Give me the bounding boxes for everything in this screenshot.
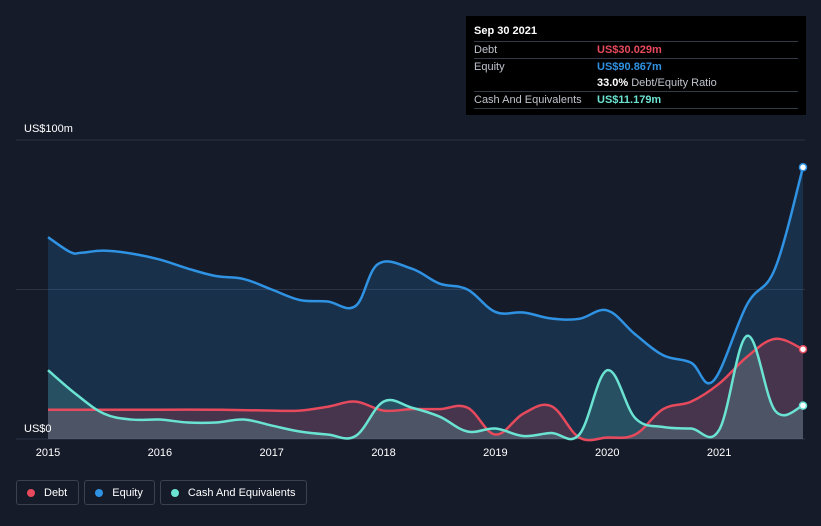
series-end-markers bbox=[798, 163, 808, 410]
x-tick-label-2018: 2018 bbox=[371, 447, 395, 459]
y-min-label: US$0 bbox=[24, 423, 52, 435]
equity-dot-icon bbox=[95, 488, 104, 497]
legend-item-equity[interactable]: Equity bbox=[84, 480, 155, 505]
grid-layer bbox=[16, 139, 805, 440]
data-tooltip: Sep 30 2021 Debt US$30.029m Equity US$90… bbox=[466, 16, 806, 115]
legend-debt-label: Debt bbox=[44, 486, 68, 499]
tooltip-cash-value: US$11.179m bbox=[597, 94, 662, 106]
chart-legend: Debt Equity Cash And Equivalents bbox=[16, 480, 308, 507]
area-equity bbox=[48, 167, 803, 439]
line-equity bbox=[47, 166, 805, 385]
x-axis: 2015 2016 2017 2018 2019 2020 2021 bbox=[36, 447, 732, 459]
cash-dot-icon bbox=[170, 488, 179, 497]
legend-item-cash[interactable]: Cash And Equivalents bbox=[159, 480, 308, 505]
x-tick-label-2015: 2015 bbox=[36, 447, 60, 459]
x-tick-label-2019: 2019 bbox=[483, 447, 507, 459]
tooltip-debt-value: US$30.029m bbox=[597, 44, 662, 56]
series-lines bbox=[47, 166, 805, 442]
tooltip-row-cash: Cash And Equivalents US$11.179m bbox=[474, 91, 798, 109]
tooltip-cash-label: Cash And Equivalents bbox=[474, 94, 582, 106]
x-tick-label-2016: 2016 bbox=[148, 447, 172, 459]
tooltip-date: Sep 30 2021 bbox=[474, 25, 537, 37]
area-debt bbox=[48, 338, 803, 441]
tooltip-row-debt: Debt US$30.029m bbox=[474, 41, 798, 58]
tooltip-row-ratio: 33.0% Debt/Equity Ratio bbox=[474, 75, 798, 91]
legend-cash-label: Cash And Equivalents bbox=[187, 486, 296, 499]
x-tick-label-2020: 2020 bbox=[595, 447, 619, 459]
tooltip-equity-label: Equity bbox=[474, 61, 505, 73]
debt-dot-icon bbox=[27, 488, 35, 497]
line-debt bbox=[48, 337, 804, 442]
tooltip-row-equity: Equity US$90.867m bbox=[474, 58, 798, 75]
legend-item-debt[interactable]: Debt bbox=[16, 480, 80, 505]
end-marker-debt bbox=[798, 344, 808, 354]
end-marker-equity bbox=[798, 163, 808, 172]
tooltip-ratio-label: Debt/Equity Ratio bbox=[631, 77, 717, 89]
y-max-label: US$100m bbox=[24, 123, 73, 135]
tooltip-equity-value: US$90.867m bbox=[597, 61, 662, 73]
tooltip-debt-label: Debt bbox=[474, 44, 498, 56]
x-tick-label-2017: 2017 bbox=[259, 447, 283, 459]
x-tick-label-2021: 2021 bbox=[707, 447, 731, 459]
legend-equity-label: Equity bbox=[112, 486, 143, 499]
area-cash-and-equivalents bbox=[48, 335, 803, 440]
tooltip-ratio-value: 33.0% bbox=[597, 77, 629, 89]
series-areas bbox=[48, 167, 803, 441]
line-cash-and-equivalents bbox=[47, 334, 804, 441]
end-marker-cash-and-equivalents bbox=[798, 401, 808, 410]
